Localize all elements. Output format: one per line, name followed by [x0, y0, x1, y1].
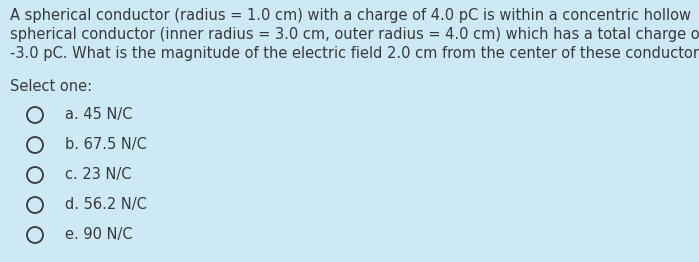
Text: e. 90 N/C: e. 90 N/C [65, 227, 133, 242]
Text: spherical conductor (inner radius = 3.0 cm, outer radius = 4.0 cm) which has a t: spherical conductor (inner radius = 3.0 … [10, 27, 699, 42]
Text: c. 23 N/C: c. 23 N/C [65, 167, 131, 182]
Text: a. 45 N/C: a. 45 N/C [65, 107, 133, 122]
Text: -3.0 pC. What is the magnitude of the electric field 2.0 cm from the center of t: -3.0 pC. What is the magnitude of the el… [10, 46, 699, 61]
Text: Select one:: Select one: [10, 79, 92, 94]
Text: d. 56.2 N/C: d. 56.2 N/C [65, 197, 147, 212]
Text: A spherical conductor (radius = 1.0 cm) with a charge of 4.0 pC is within a conc: A spherical conductor (radius = 1.0 cm) … [10, 8, 691, 23]
Text: b. 67.5 N/C: b. 67.5 N/C [65, 137, 147, 152]
